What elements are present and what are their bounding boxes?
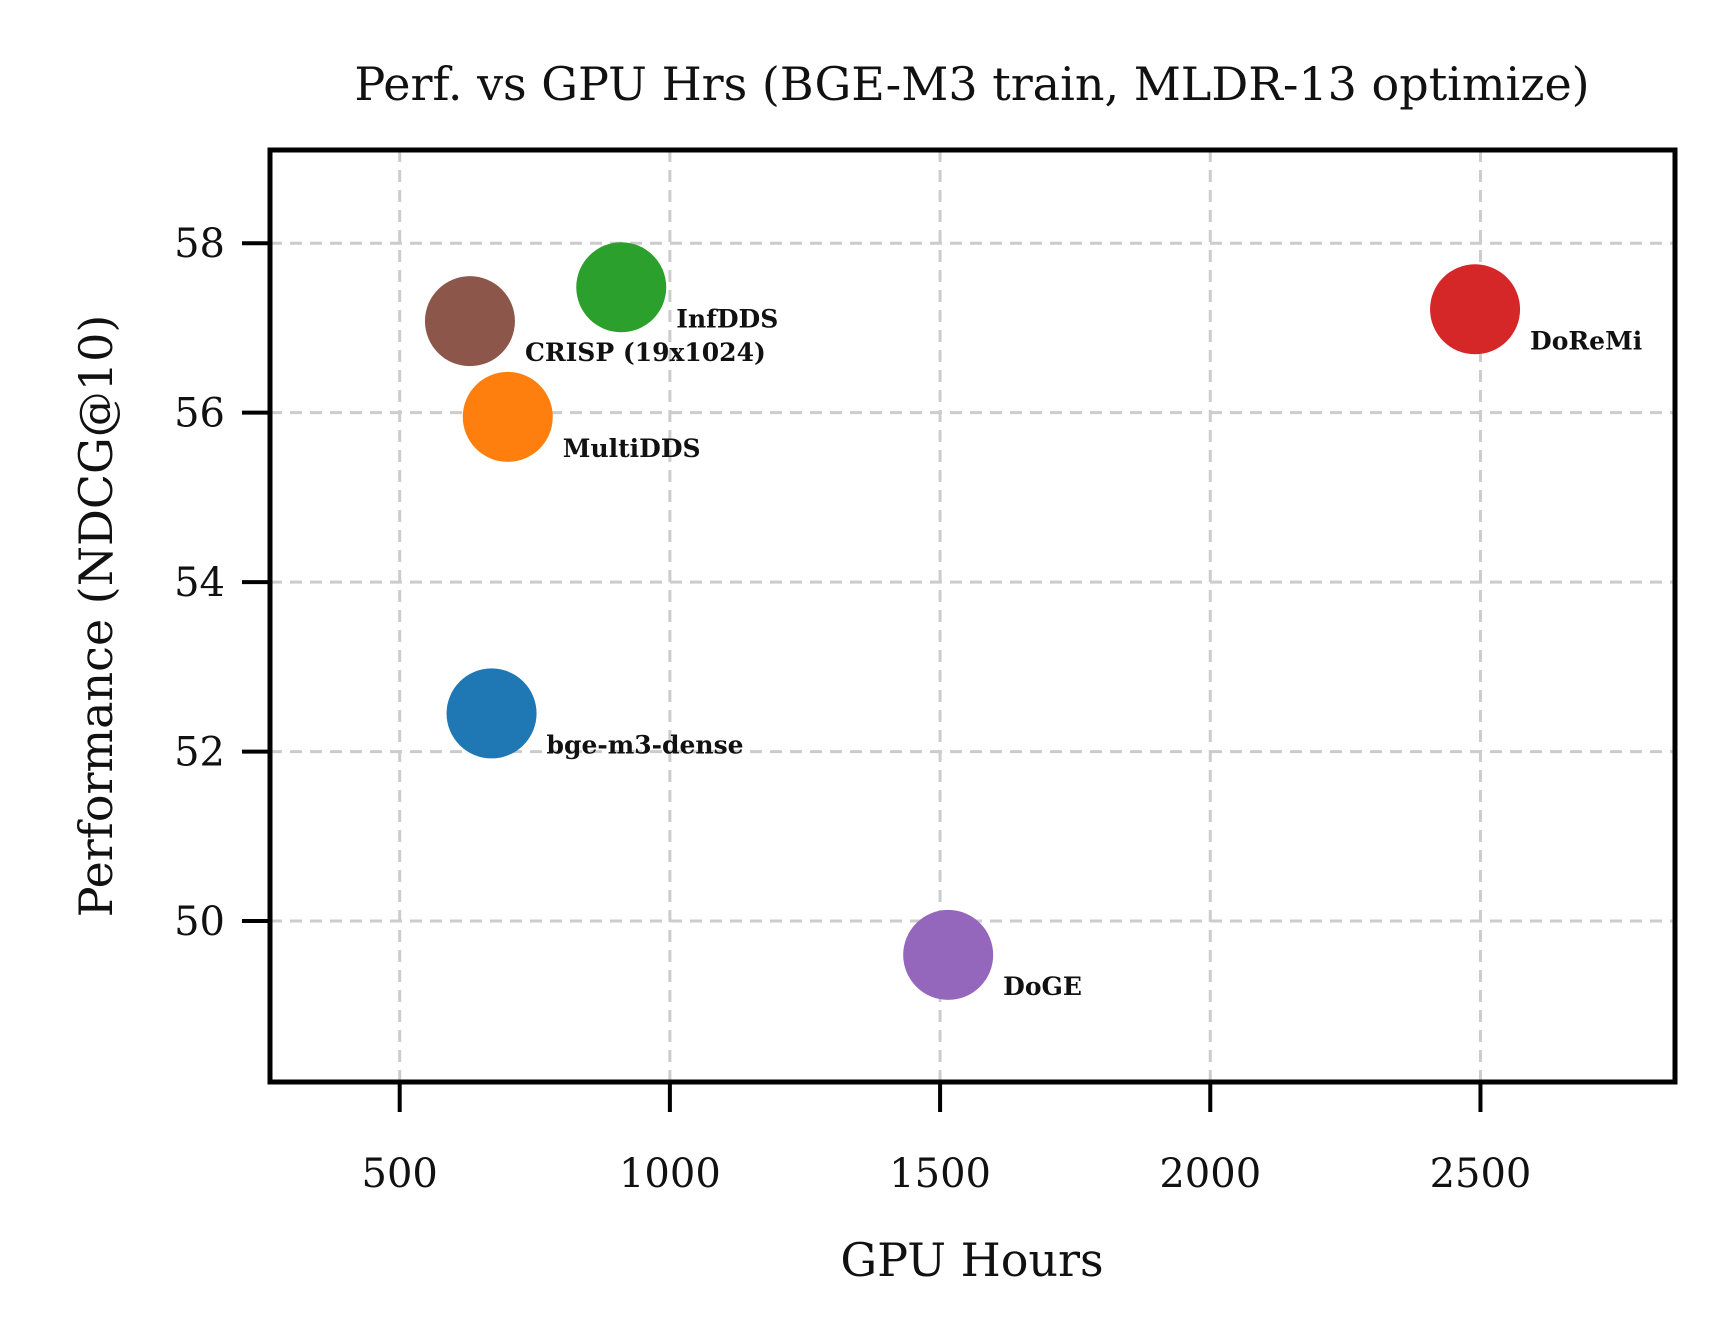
y-tick-label: 58 xyxy=(174,221,225,267)
plot-frame xyxy=(267,147,1678,1085)
point-label-bge-m3-dense: bge-m3-dense xyxy=(547,730,744,759)
x-tick-label: 2000 xyxy=(1159,1151,1261,1197)
point-label-infdds: InfDDS xyxy=(676,304,778,333)
axis-ticks: 500 1000 1500 2000 2500 50 52 54 56 58 xyxy=(174,221,1531,1197)
point-doremi xyxy=(1430,264,1521,355)
grid xyxy=(270,150,1675,1082)
point-bge-m3-dense xyxy=(446,668,537,759)
x-tick-label: 1500 xyxy=(889,1151,991,1197)
point-label-doge: DoGE xyxy=(1003,972,1082,1001)
y-axis-label: Performance (NDCG@10) xyxy=(69,315,123,918)
y-tick-label: 56 xyxy=(174,391,225,437)
y-tick-label: 50 xyxy=(174,899,225,945)
point-doge xyxy=(903,909,994,1000)
point-infdds xyxy=(576,242,667,333)
x-tick-label: 1000 xyxy=(619,1151,721,1197)
y-tick-label: 54 xyxy=(174,560,225,606)
point-crisp-19x1024 xyxy=(424,276,515,367)
x-tick-label: 2500 xyxy=(1430,1151,1532,1197)
point-label-doremi: DoReMi xyxy=(1530,326,1642,355)
y-tick-label: 52 xyxy=(174,730,225,776)
chart-title: Perf. vs GPU Hrs (BGE-M3 train, MLDR-13 … xyxy=(354,57,1589,111)
data-points xyxy=(424,242,1521,1000)
x-tick-label: 500 xyxy=(362,1151,438,1197)
point-label-crisp-19x1024: CRISP (19x1024) xyxy=(525,338,766,367)
x-axis-label: GPU Hours xyxy=(840,1233,1103,1287)
point-multidds xyxy=(462,371,553,462)
point-labels: bge-m3-dense MultiDDS InfDDS DoReMi DoGE CRIS… xyxy=(525,304,1642,1001)
point-label-multidds: MultiDDS xyxy=(563,434,701,463)
